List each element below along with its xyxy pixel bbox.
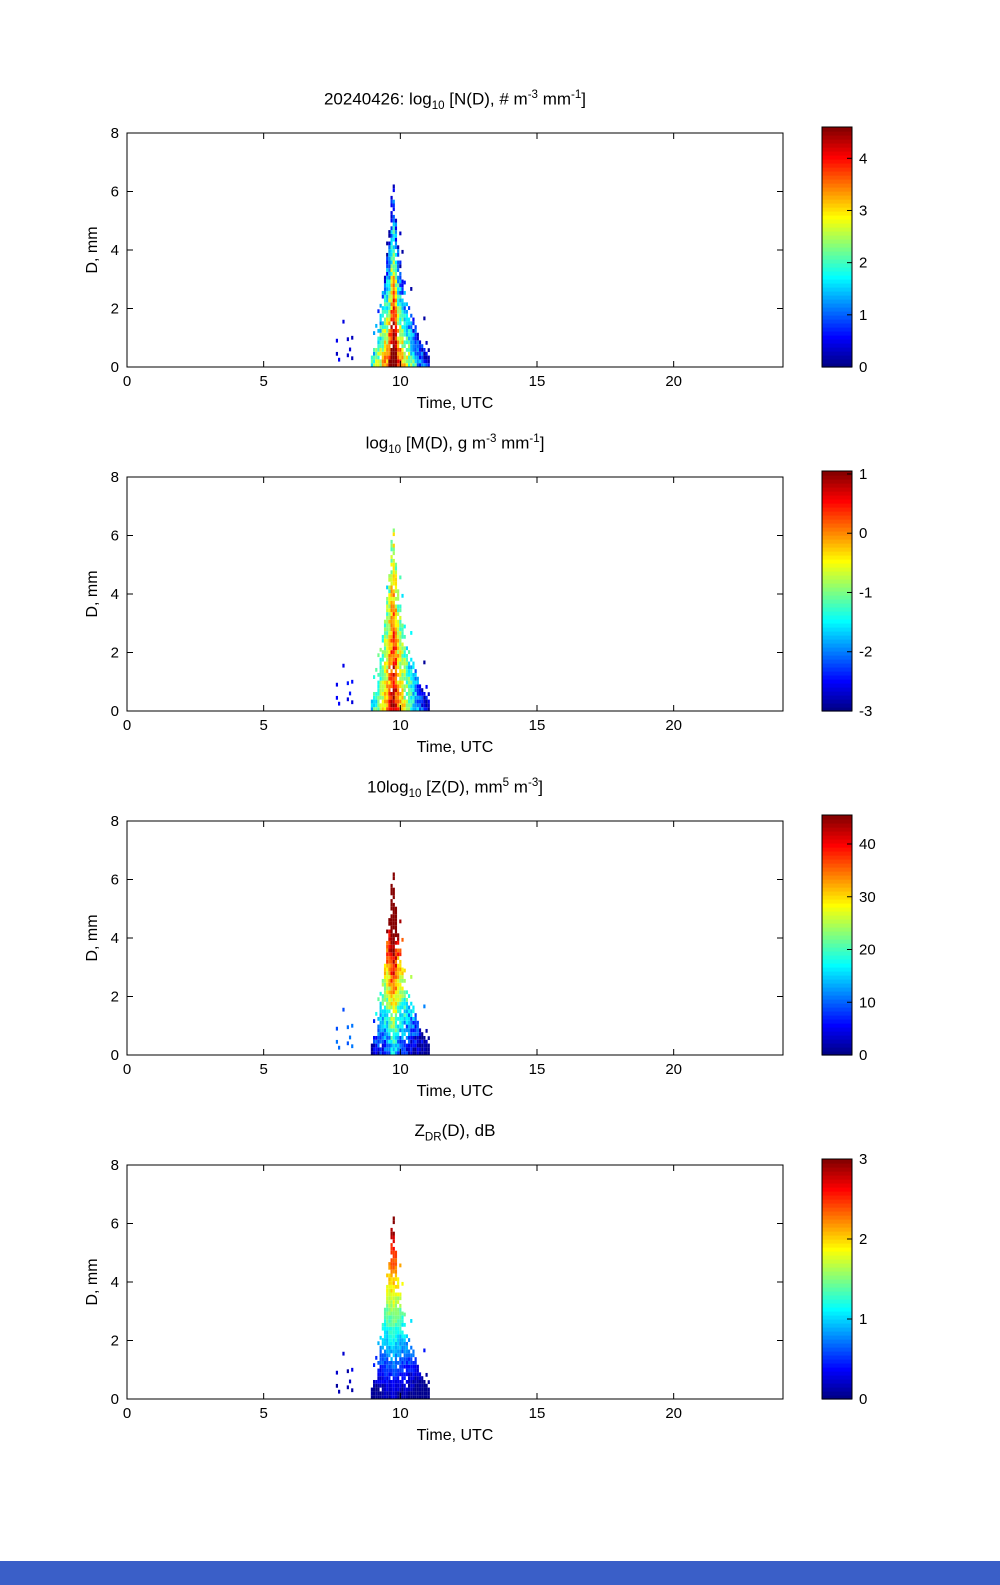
svg-text:2: 2 (859, 255, 867, 272)
svg-text:1: 1 (859, 1311, 867, 1328)
svg-text:0: 0 (111, 1391, 119, 1408)
panel-zd-heatmap: 0 5 10 15 20 0 2 4 6 8 Time, UTC D, mm 0 10 20 30 40 (84, 813, 876, 1100)
svg-text:0: 0 (111, 359, 119, 376)
svg-text:0: 0 (859, 359, 867, 376)
svg-text:2: 2 (111, 645, 119, 662)
svg-text:15: 15 (529, 1405, 546, 1422)
svg-text:10: 10 (859, 994, 876, 1011)
svg-text:0: 0 (859, 1047, 867, 1064)
panel-zd-title: 10log10 [Z(D), mm5 m-3] (367, 777, 543, 800)
svg-text:2: 2 (111, 301, 119, 318)
panel-md-title: log10 [M(D), g m-3 mm-1] (365, 433, 545, 456)
panel-zdr-heatmap: 0 5 10 15 20 0 2 4 6 8 Time, UTC D, mm 0 1 2 3 (84, 1151, 867, 1444)
svg-text:10: 10 (392, 717, 409, 734)
svg-text:0: 0 (859, 1391, 867, 1408)
svg-text:-2: -2 (859, 644, 872, 661)
svg-text:0: 0 (123, 373, 131, 390)
svg-text:30: 30 (859, 889, 876, 906)
svg-text:10: 10 (392, 373, 409, 390)
panel-nd-title: 20240426: log10 [N(D), # m-3 mm-1] (323, 89, 587, 112)
svg-text:20: 20 (665, 1061, 682, 1078)
svg-text:6: 6 (111, 872, 119, 889)
svg-text:Time, UTC: Time, UTC (417, 395, 494, 412)
svg-text:10: 10 (392, 1061, 409, 1078)
svg-text:4: 4 (111, 242, 119, 259)
svg-text:20: 20 (665, 1405, 682, 1422)
svg-text:2: 2 (111, 1333, 119, 1350)
svg-text:4: 4 (111, 1274, 119, 1291)
svg-text:5: 5 (259, 1405, 267, 1422)
panel-zdr: ZDR(D), dB 0 5 10 15 20 0 2 4 6 8 Time, UTC D, mm 0 1… (0, 1117, 1000, 1461)
svg-text:6: 6 (111, 1216, 119, 1233)
panel-nd: 20240426: log10 [N(D), # m-3 mm-1] 0 5 10 1… (0, 85, 1000, 429)
svg-text:Time, UTC: Time, UTC (417, 1427, 494, 1444)
svg-text:4: 4 (111, 586, 119, 603)
svg-text:D, mm: D, mm (84, 226, 101, 273)
svg-text:6: 6 (111, 184, 119, 201)
svg-text:0: 0 (123, 1061, 131, 1078)
svg-text:0: 0 (859, 525, 867, 542)
svg-text:8: 8 (111, 125, 119, 142)
svg-text:15: 15 (529, 373, 546, 390)
svg-text:0: 0 (123, 717, 131, 734)
svg-text:1: 1 (859, 466, 867, 483)
svg-text:5: 5 (259, 373, 267, 390)
panel-md-heatmap: 0 5 10 15 20 0 2 4 6 8 Time, UTC D, mm -3 -2 -1 0 1 (84, 466, 872, 756)
svg-text:-1: -1 (859, 584, 872, 601)
svg-text:40: 40 (859, 836, 876, 853)
svg-text:20: 20 (665, 717, 682, 734)
svg-text:1: 1 (859, 307, 867, 324)
svg-text:15: 15 (529, 1061, 546, 1078)
svg-text:4: 4 (859, 150, 867, 167)
svg-text:0: 0 (111, 703, 119, 720)
svg-text:10: 10 (392, 1405, 409, 1422)
svg-text:8: 8 (111, 469, 119, 486)
svg-text:Time, UTC: Time, UTC (417, 1083, 494, 1100)
svg-text:2: 2 (859, 1231, 867, 1248)
svg-text:20: 20 (665, 373, 682, 390)
svg-text:8: 8 (111, 813, 119, 830)
panel-zdr-title: ZDR(D), dB (414, 1121, 496, 1144)
svg-text:D, mm: D, mm (84, 570, 101, 617)
svg-text:3: 3 (859, 202, 867, 219)
svg-text:5: 5 (259, 1061, 267, 1078)
svg-text:15: 15 (529, 717, 546, 734)
panel-md: log10 [M(D), g m-3 mm-1] 0 5 10 15 20 0 2 4 6 8 Ti… (0, 429, 1000, 773)
panel-nd-heatmap: 0 5 10 15 20 0 2 4 6 8 Time, UTC D, mm 0 1 2 3 4 (84, 125, 867, 412)
svg-text:Time, UTC: Time, UTC (417, 739, 494, 756)
svg-text:D, mm: D, mm (84, 914, 101, 961)
svg-text:3: 3 (859, 1151, 867, 1168)
panel-zd: 10log10 [Z(D), mm5 m-3] 0 5 10 15 20 0 2 4 6 8 Tim… (0, 773, 1000, 1117)
svg-text:0: 0 (123, 1405, 131, 1422)
svg-text:5: 5 (259, 717, 267, 734)
svg-text:0: 0 (111, 1047, 119, 1064)
svg-text:20: 20 (859, 942, 876, 959)
svg-text:4: 4 (111, 930, 119, 947)
svg-text:8: 8 (111, 1157, 119, 1174)
svg-text:2: 2 (111, 989, 119, 1006)
svg-text:D, mm: D, mm (84, 1258, 101, 1305)
bottom-window-bar (0, 1561, 1000, 1585)
svg-text:6: 6 (111, 528, 119, 545)
svg-text:-3: -3 (859, 703, 872, 720)
